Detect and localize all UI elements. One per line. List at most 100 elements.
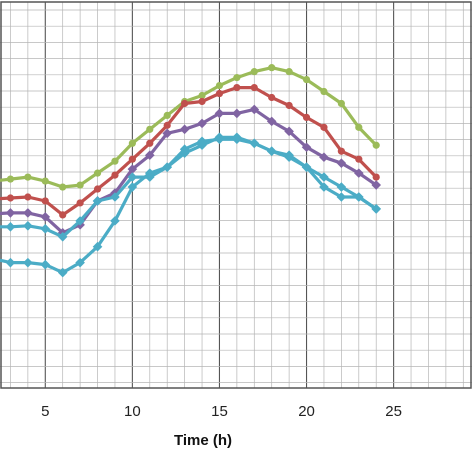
series-line xyxy=(0,107,378,235)
data-point xyxy=(41,177,49,185)
data-point xyxy=(268,93,276,102)
data-point xyxy=(198,91,206,100)
data-point xyxy=(127,182,138,192)
data-point xyxy=(57,267,68,278)
data-point xyxy=(128,139,136,147)
data-point xyxy=(162,162,173,172)
data-point xyxy=(92,241,103,252)
data-point xyxy=(232,132,242,143)
data-point xyxy=(57,231,68,242)
data-point xyxy=(355,155,363,163)
data-point xyxy=(23,208,33,218)
data-point xyxy=(24,193,32,201)
data-point xyxy=(353,168,364,178)
data-point xyxy=(179,124,190,135)
data-point xyxy=(285,101,293,110)
x-tick-label: 15 xyxy=(211,403,228,420)
data-point xyxy=(76,199,84,207)
data-point xyxy=(163,121,171,129)
data-point xyxy=(266,146,277,157)
data-point xyxy=(337,99,345,108)
x-tick-label: 25 xyxy=(385,403,402,420)
data-point xyxy=(266,116,277,127)
data-point xyxy=(40,212,51,222)
series-group xyxy=(0,64,382,278)
data-point xyxy=(319,152,329,162)
data-point xyxy=(250,83,258,92)
series-5 xyxy=(0,132,382,278)
data-point xyxy=(179,148,190,159)
data-point xyxy=(93,169,102,177)
data-point xyxy=(40,259,51,270)
data-point xyxy=(76,181,84,189)
data-point xyxy=(336,158,347,168)
x-tick-label: 5 xyxy=(41,403,49,420)
data-point xyxy=(5,257,16,268)
data-point xyxy=(5,208,16,218)
data-point xyxy=(337,147,345,155)
data-point xyxy=(197,140,207,151)
data-point xyxy=(59,183,67,191)
chart-grid xyxy=(0,2,472,388)
data-point xyxy=(23,257,33,268)
data-point xyxy=(320,87,328,96)
data-point xyxy=(372,173,380,181)
plot-area-frame xyxy=(0,1,472,389)
data-point xyxy=(284,126,294,137)
data-point xyxy=(215,81,224,90)
data-point xyxy=(320,123,328,131)
data-point xyxy=(111,171,119,179)
data-point xyxy=(233,83,241,92)
x-tick-labels: 5 10 15 20 25 xyxy=(41,403,402,420)
x-tick-label: 20 xyxy=(298,403,315,420)
data-point xyxy=(233,74,241,82)
data-point xyxy=(75,216,85,226)
data-point xyxy=(353,192,364,202)
data-point xyxy=(5,222,16,232)
data-point xyxy=(128,155,136,163)
data-point xyxy=(355,123,363,131)
data-point xyxy=(93,185,102,193)
data-point xyxy=(144,168,155,178)
x-tick-label: 10 xyxy=(124,403,141,420)
data-point xyxy=(319,182,329,192)
data-point xyxy=(302,75,311,84)
data-point xyxy=(23,221,33,231)
data-point xyxy=(127,172,138,182)
series-2 xyxy=(0,83,380,219)
data-point xyxy=(146,125,154,133)
data-point xyxy=(59,211,67,219)
data-point xyxy=(163,111,171,120)
data-point xyxy=(284,152,294,162)
data-point xyxy=(41,197,49,205)
data-point xyxy=(232,108,242,119)
data-point xyxy=(40,224,51,234)
data-point xyxy=(111,157,119,165)
data-point xyxy=(110,192,120,202)
data-point xyxy=(371,204,382,214)
data-point xyxy=(146,139,154,147)
data-point xyxy=(268,64,276,72)
data-point xyxy=(144,150,155,161)
data-point xyxy=(198,97,206,106)
data-point xyxy=(110,216,120,226)
data-point xyxy=(371,180,382,190)
data-point xyxy=(215,89,224,98)
data-point xyxy=(6,194,15,202)
data-point xyxy=(285,68,293,76)
data-point xyxy=(301,142,312,153)
data-point xyxy=(214,132,225,143)
data-point xyxy=(336,192,347,202)
data-point xyxy=(214,108,225,119)
data-point xyxy=(249,138,260,149)
data-point xyxy=(92,196,103,206)
data-point xyxy=(181,99,189,108)
data-point xyxy=(302,113,311,122)
data-point xyxy=(162,128,173,139)
data-point xyxy=(250,68,258,76)
data-point xyxy=(24,173,32,181)
data-point xyxy=(6,175,15,183)
data-point xyxy=(372,141,380,149)
data-point xyxy=(75,257,85,268)
